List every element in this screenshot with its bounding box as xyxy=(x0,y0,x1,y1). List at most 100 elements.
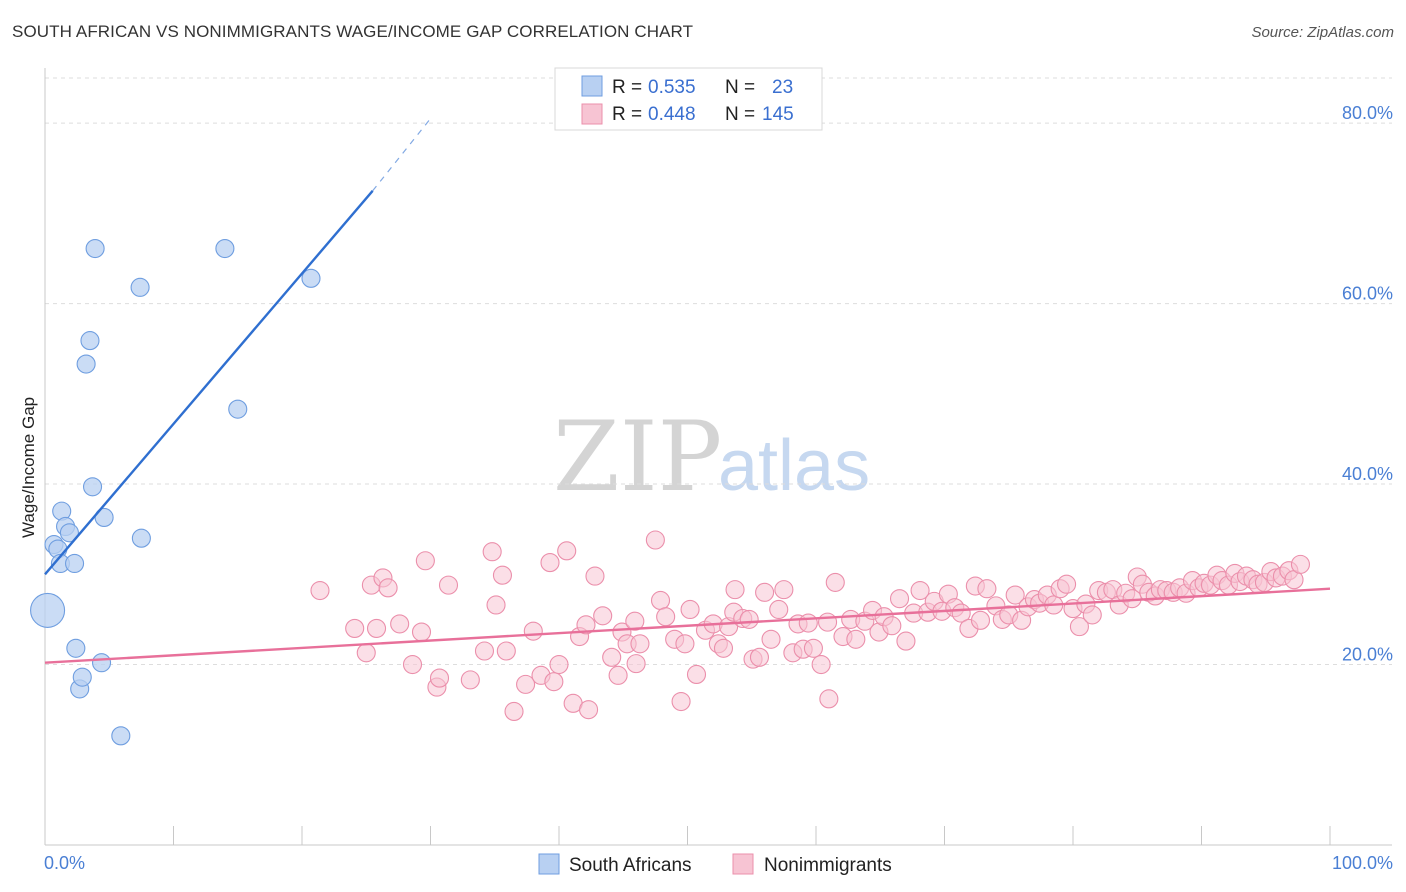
nonimmigrants-point xyxy=(585,566,605,586)
nonimmigrants-point xyxy=(686,664,707,685)
nonimmigrants-point xyxy=(504,701,524,722)
x-tick-label: 100.0% xyxy=(1332,853,1393,873)
bottom-legend-nonimmigrants: Nonimmigrants xyxy=(764,855,892,876)
south-africans-trendline xyxy=(44,190,374,576)
nonimmigrants-point xyxy=(593,606,613,626)
nonimmigrants-point xyxy=(1057,574,1077,594)
nonimmigrants-point xyxy=(310,580,330,601)
nonimmigrants-point xyxy=(496,641,516,661)
nonimmigrants-point xyxy=(429,668,450,688)
nonimmigrants-point xyxy=(544,672,564,692)
watermark-zip: ZIP xyxy=(553,401,722,513)
nonimmigrants-point xyxy=(680,599,700,620)
nonimmigrants-point xyxy=(739,609,759,629)
chart-title: SOUTH AFRICAN VS NONIMMIGRANTS WAGE/INCO… xyxy=(12,22,694,41)
legend-r-value-2: 0.448 xyxy=(648,104,696,125)
legend-r-value-1: 0.535 xyxy=(648,77,696,98)
south-africans-point xyxy=(301,268,321,288)
legend-swatch-south-africans xyxy=(581,75,603,97)
south-africans-point xyxy=(65,553,85,574)
nonimmigrants-point xyxy=(378,578,398,598)
series-legend: South Africans Nonimmigrants xyxy=(538,853,892,876)
south-africans-point xyxy=(59,523,79,543)
legend-r-label-2: R = xyxy=(612,104,642,125)
south-africans-points xyxy=(30,238,321,746)
south-africans-point xyxy=(130,277,150,297)
nonimmigrants-point xyxy=(345,618,365,638)
nonimmigrants-point xyxy=(1069,617,1089,637)
nonimmigrants-point xyxy=(645,530,665,550)
south-africans-point xyxy=(82,477,103,497)
nonimmigrants-point xyxy=(402,654,423,675)
nonimmigrants-point xyxy=(549,654,569,675)
nonimmigrants-point xyxy=(460,670,480,690)
nonimmigrants-point xyxy=(523,621,543,641)
nonimmigrants-point xyxy=(390,614,410,634)
nonimmigrants-point xyxy=(557,541,577,561)
axes xyxy=(44,68,1392,846)
nonimmigrants-point xyxy=(977,579,997,599)
nonimmigrants-point xyxy=(846,629,866,649)
nonimmigrants-point xyxy=(896,631,916,651)
nonimmigrants-point xyxy=(415,551,435,571)
nonimmigrants-point xyxy=(576,615,596,635)
south-africans-point xyxy=(91,653,112,673)
south-africans-point xyxy=(111,726,131,746)
nonimmigrants-point xyxy=(626,654,646,674)
nonimmigrants-point xyxy=(713,638,734,658)
nonimmigrants-point xyxy=(656,607,676,627)
legend-n-value-1: 23 xyxy=(772,77,793,98)
nonimmigrants-point xyxy=(675,634,695,654)
legend-n-label-2: N = xyxy=(725,104,755,125)
nonimmigrants-point xyxy=(774,580,794,600)
south-africans-point xyxy=(215,238,235,259)
south-africans-point xyxy=(30,592,66,628)
nonimmigrants-point xyxy=(755,582,775,602)
nonimmigrants-point xyxy=(438,575,459,595)
y-tick-label: 20.0% xyxy=(1342,645,1393,665)
tick-labels: 20.0% 40.0% 60.0% 80.0% 0.0% 100.0% xyxy=(44,103,1393,873)
nonimmigrants-point xyxy=(356,643,376,663)
south-africans-point xyxy=(131,528,151,548)
nonimmigrants-point xyxy=(474,641,495,661)
nonimmigrants-point xyxy=(749,647,770,667)
nonimmigrants-point xyxy=(486,595,506,615)
nonimmigrants-point xyxy=(825,572,845,592)
nonimmigrants-point xyxy=(579,700,599,720)
nonimmigrants-point xyxy=(910,580,930,601)
nonimmigrants-points xyxy=(310,530,1310,722)
nonimmigrants-point xyxy=(650,590,671,611)
nonimmigrants-point xyxy=(540,553,560,573)
source-credit: Source: ZipAtlas.com xyxy=(1251,24,1394,41)
nonimmigrants-point xyxy=(1290,554,1310,574)
nonimmigrants-point xyxy=(630,634,650,654)
nonimmigrants-point xyxy=(970,610,991,630)
nonimmigrants-point xyxy=(798,613,818,633)
south-africans-point xyxy=(72,667,92,687)
south-africans-point xyxy=(228,399,248,419)
nonimmigrants-point xyxy=(1082,605,1102,625)
nonimmigrants-trendline xyxy=(44,587,1331,664)
y-tick-label: 80.0% xyxy=(1342,103,1393,123)
nonimmigrants-point xyxy=(1005,585,1025,605)
stats-legend: R = 0.535 N = 23 R = 0.448 N = 145 xyxy=(554,67,823,131)
nonimmigrants-point xyxy=(889,589,910,609)
y-axis-label: Wage/Income Gap xyxy=(19,397,38,538)
nonimmigrants-point xyxy=(492,565,513,585)
nonimmigrants-point xyxy=(725,580,745,600)
legend-n-value-2: 145 xyxy=(762,104,794,125)
nonimmigrants-point xyxy=(819,689,839,709)
nonimmigrants-point xyxy=(882,616,902,636)
nonimmigrants-point xyxy=(602,647,622,667)
legend-n-label-1: N = xyxy=(725,77,755,98)
y-tick-label: 60.0% xyxy=(1342,284,1393,304)
nonimmigrants-point xyxy=(516,674,536,694)
nonimmigrants-point xyxy=(625,611,645,631)
nonimmigrants-point xyxy=(482,542,502,562)
nonimmigrants-point xyxy=(366,618,387,638)
nonimmigrants-point xyxy=(671,691,691,712)
south-africans-trendline-extension xyxy=(372,118,431,192)
nonimmigrants-point xyxy=(803,638,823,658)
legend-r-label-1: R = xyxy=(612,77,642,98)
